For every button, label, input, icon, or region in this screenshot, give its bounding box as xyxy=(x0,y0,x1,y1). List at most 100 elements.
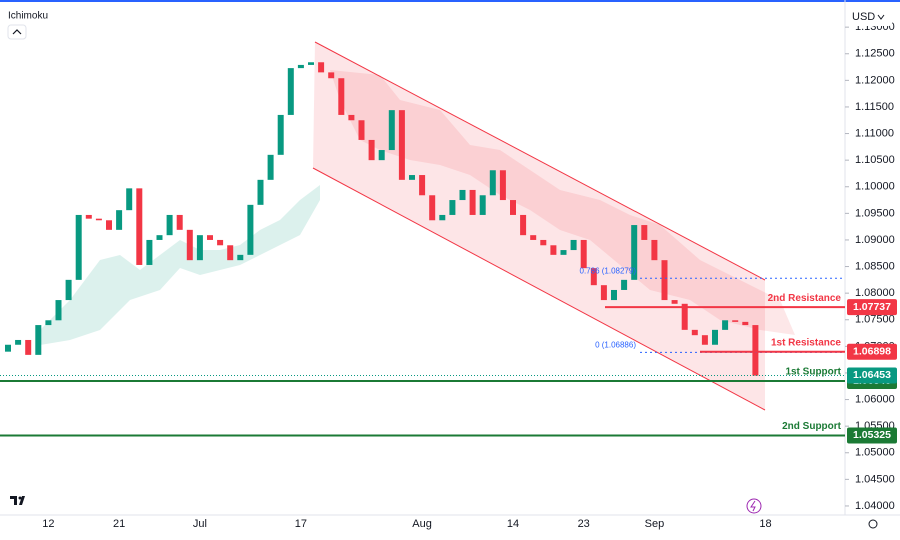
candle-body xyxy=(25,339,32,355)
candle-body xyxy=(237,254,244,261)
candle-body xyxy=(267,154,274,180)
last-price: 1.06453 xyxy=(853,369,891,381)
candle-body xyxy=(409,175,415,180)
candle-body xyxy=(489,170,496,196)
candle-body xyxy=(520,214,527,236)
candle-body xyxy=(510,200,516,215)
y-tick-label: 1.10500 xyxy=(855,154,895,166)
level-name: 1st Resistance xyxy=(771,337,841,348)
candle-body xyxy=(479,195,486,215)
y-tick-label: 1.08000 xyxy=(855,287,895,299)
candle-body xyxy=(732,320,739,322)
candle-body xyxy=(156,235,163,240)
candle-body xyxy=(722,320,729,330)
candle-body xyxy=(146,239,153,265)
x-tick-label: 23 xyxy=(578,518,590,530)
candle-body xyxy=(287,68,294,115)
x-tick-label: 18 xyxy=(759,518,771,530)
level-price: 1.05325 xyxy=(853,429,891,441)
dropdown-icon xyxy=(877,14,885,20)
candle-body xyxy=(459,189,466,201)
y-tick-label: 1.10000 xyxy=(855,181,895,193)
level-price-box xyxy=(847,343,897,360)
y-tick-label: 1.05000 xyxy=(855,447,895,459)
y-tick-label: 1.08500 xyxy=(855,260,895,272)
cloud-green xyxy=(40,185,320,345)
candle-body xyxy=(55,300,62,321)
fib-label: 0.786 (1.08279) xyxy=(580,266,637,275)
candles xyxy=(5,62,759,376)
candle-body xyxy=(641,225,648,240)
candle-body xyxy=(328,72,335,79)
candle-body xyxy=(297,64,304,69)
candle-body xyxy=(580,239,587,269)
candle-body xyxy=(742,321,749,326)
candle-body xyxy=(257,179,264,205)
x-tick-label: Sep xyxy=(645,518,665,530)
candle-body xyxy=(671,300,678,304)
candle-body xyxy=(35,325,42,355)
candle-body xyxy=(439,214,446,221)
candle-body xyxy=(368,139,375,161)
candle-body xyxy=(348,114,355,121)
candle-body xyxy=(136,188,143,265)
level-name: 1st Support xyxy=(785,367,841,378)
candle-body xyxy=(631,225,638,280)
x-tick-label: Jul xyxy=(193,518,207,530)
levels: 0.786 (1.08279) 0 (1.06886) 2nd Resistance… xyxy=(0,266,897,444)
x-tick-label: 21 xyxy=(113,518,125,530)
y-tick-label: 1.07500 xyxy=(855,314,895,326)
candle-body xyxy=(358,120,365,140)
level-name: 2nd Support xyxy=(782,421,842,432)
x-tick-label: 17 xyxy=(295,518,307,530)
settings-button[interactable] xyxy=(868,519,878,529)
last-price-box xyxy=(847,367,897,384)
channel-upper xyxy=(314,41,766,281)
channel-lower xyxy=(312,167,766,411)
candle-body xyxy=(378,150,385,161)
level-price-box xyxy=(847,427,897,444)
candle-body xyxy=(600,285,607,301)
candle-body xyxy=(75,214,82,280)
level-price-box xyxy=(847,299,897,316)
events-icon xyxy=(750,500,756,512)
currency: USD xyxy=(852,11,875,23)
candle-body xyxy=(499,170,506,201)
candle-body xyxy=(550,245,557,255)
y-tick-label: 1.09500 xyxy=(855,207,895,219)
candle-body xyxy=(449,200,456,215)
candle-body xyxy=(398,110,405,180)
fib-label: 0 (1.06886) xyxy=(595,341,636,350)
x-tick-label: 12 xyxy=(42,518,54,530)
candle-body xyxy=(651,239,658,261)
candle-body xyxy=(196,235,203,261)
candle-body xyxy=(85,214,92,219)
candle-body xyxy=(207,235,213,240)
candle-body xyxy=(530,235,537,240)
y-tick-label: 1.11500 xyxy=(855,101,894,113)
candle-body xyxy=(5,344,11,352)
candle-body xyxy=(277,114,284,155)
level-price: 1.07737 xyxy=(853,301,891,313)
collapse-icon xyxy=(12,29,22,35)
candle-body xyxy=(247,204,254,255)
events-button[interactable] xyxy=(746,498,762,514)
candle-body xyxy=(15,339,22,345)
candle-body xyxy=(419,175,426,196)
collapse-button[interactable] xyxy=(7,24,27,40)
candle-body xyxy=(388,110,395,151)
candle-body xyxy=(45,320,52,326)
y-tick-label: 1.12500 xyxy=(855,48,895,60)
candle-body xyxy=(217,239,224,246)
currency-select[interactable] xyxy=(848,8,892,26)
cloud-red xyxy=(330,70,795,335)
candle-body xyxy=(65,279,72,301)
candle-body xyxy=(661,260,668,301)
candle-body xyxy=(712,329,718,345)
candle-body xyxy=(611,289,617,301)
x-tick-label: Aug xyxy=(412,518,432,530)
channel-fill xyxy=(313,42,765,410)
candle-body xyxy=(469,189,476,215)
candle-body xyxy=(338,78,345,115)
